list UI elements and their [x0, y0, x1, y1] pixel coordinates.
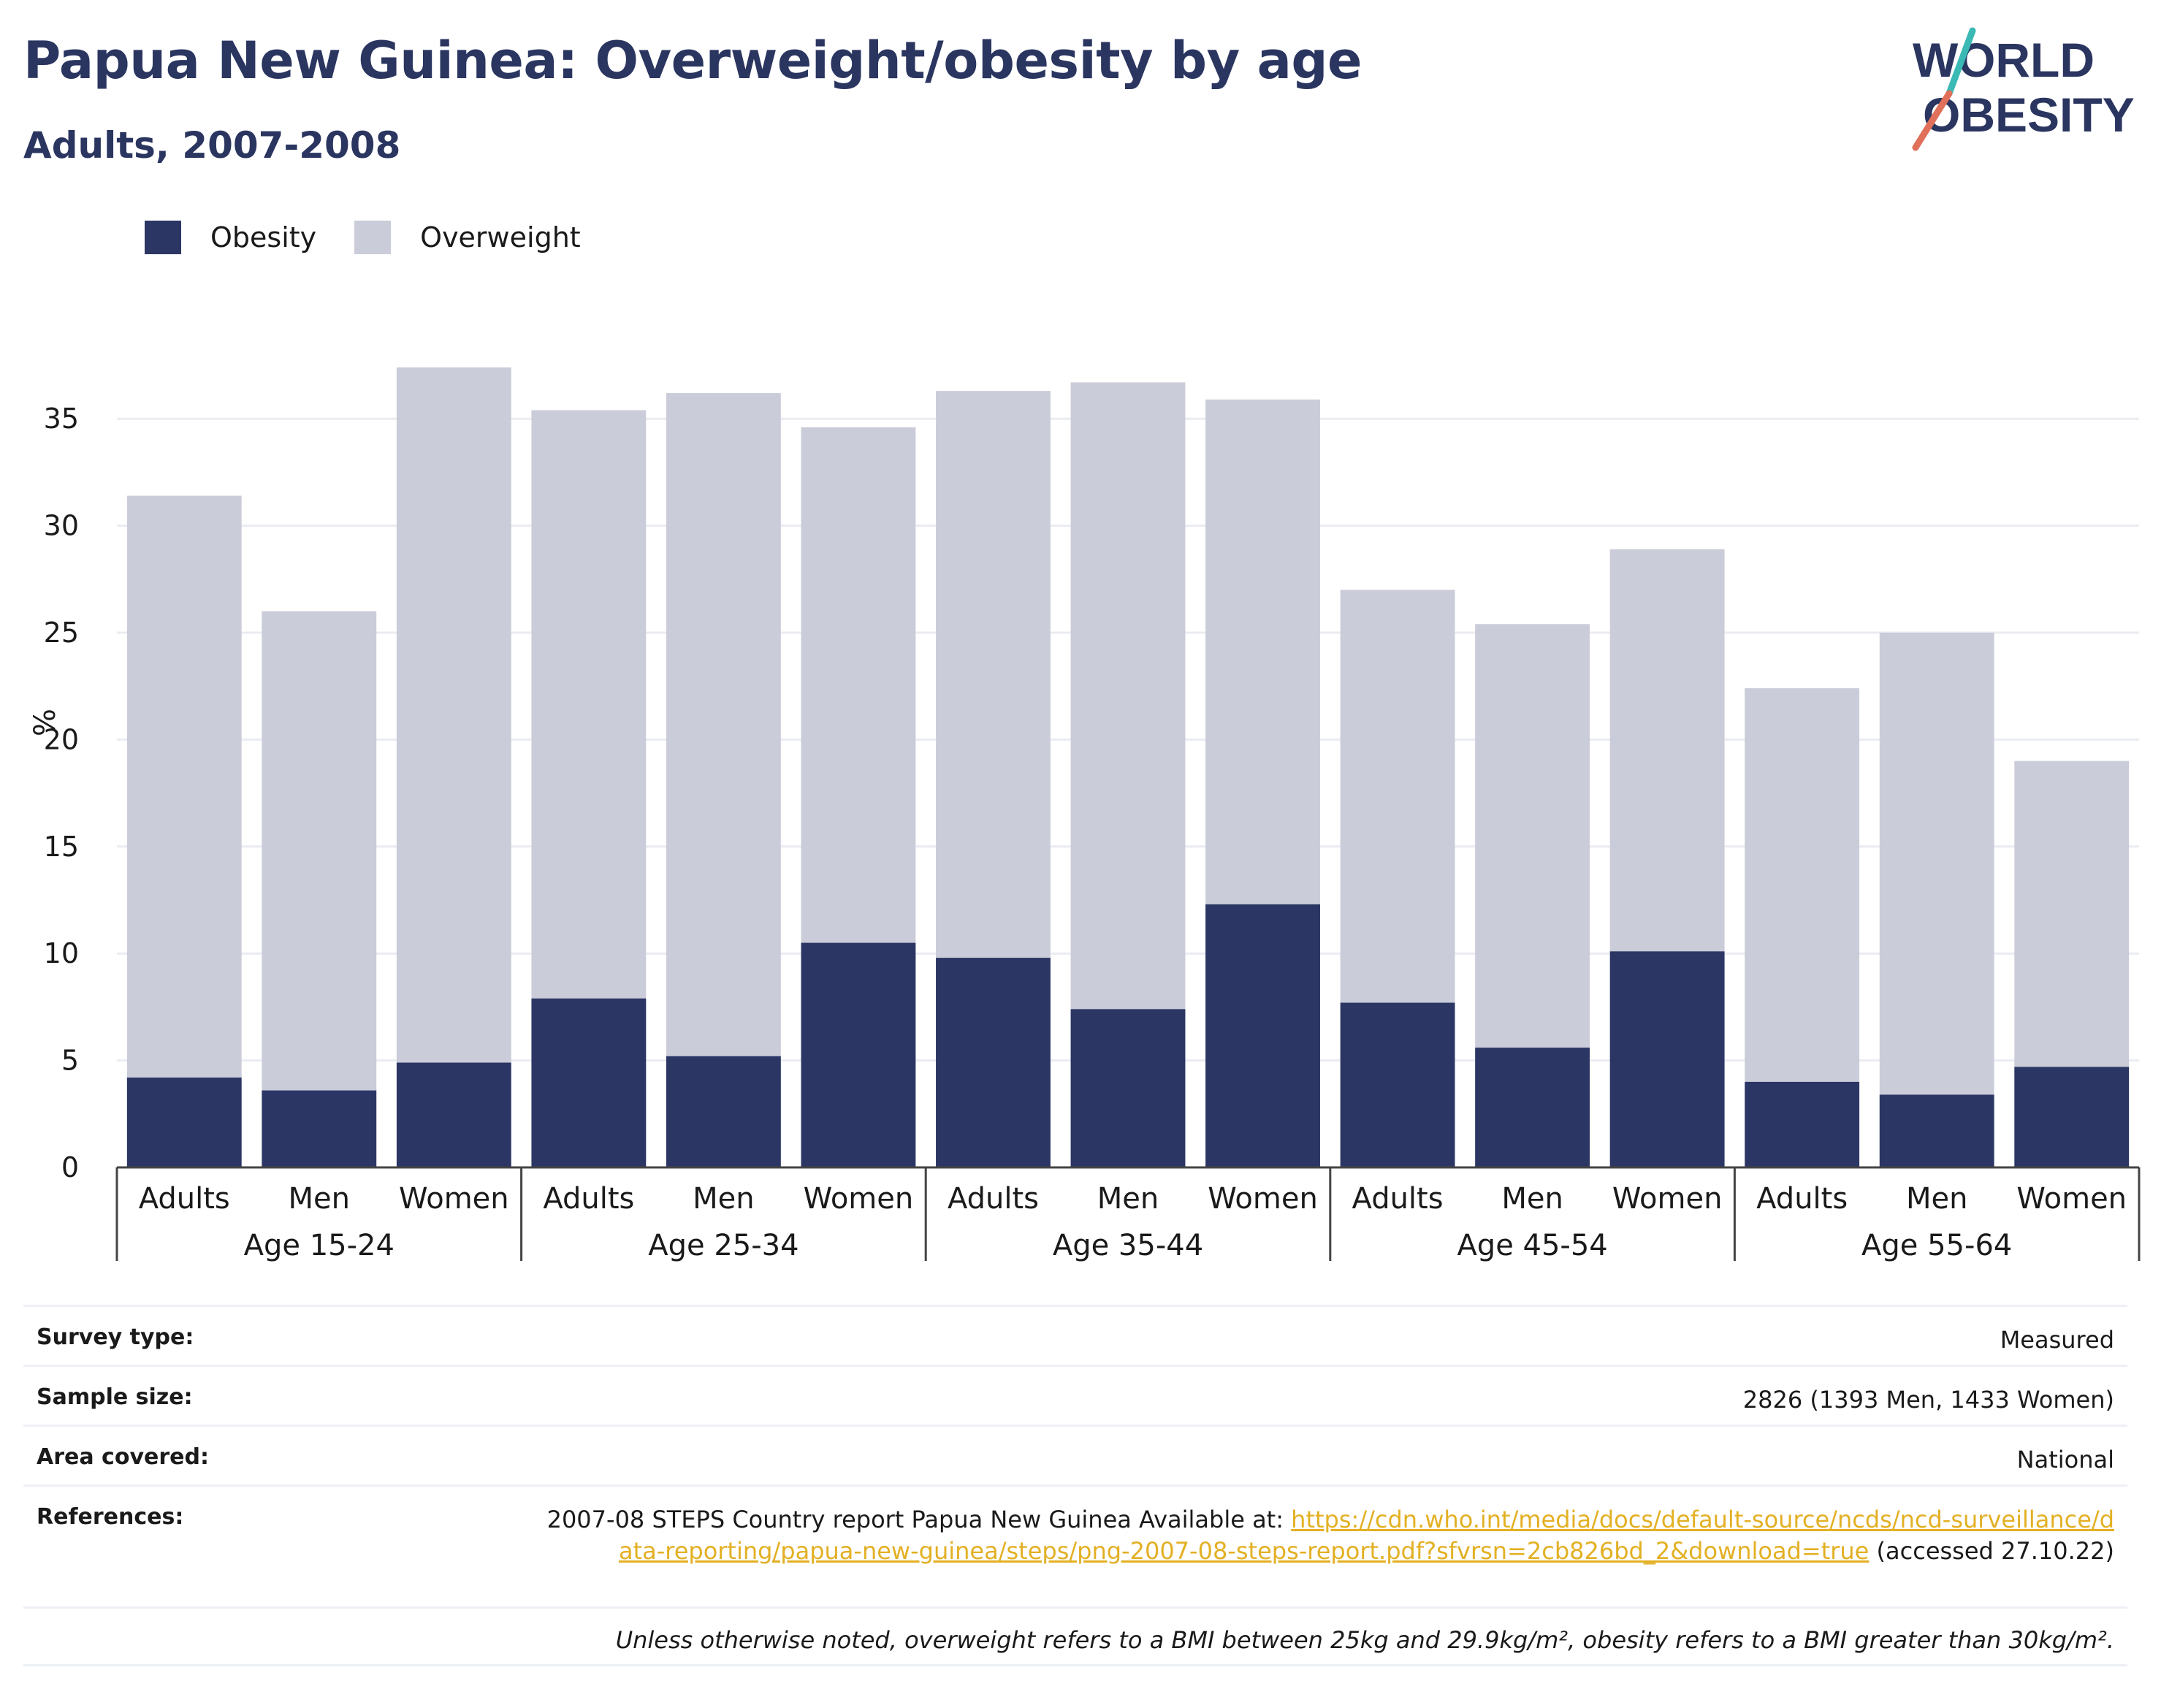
x-tick-label: Women — [804, 1182, 914, 1216]
x-tick-label: Men — [693, 1182, 754, 1216]
bar-overweight — [262, 611, 377, 1091]
references-suffix: (accessed 27.10.22) — [1869, 1537, 2114, 1565]
legend-label-obesity: Obesity — [210, 221, 317, 253]
x-tick-label: Men — [1097, 1182, 1159, 1216]
legend-item-overweight[interactable]: Overweight — [354, 221, 581, 254]
info-row-survey-type: Survey type: Measured — [23, 1305, 2127, 1365]
legend-label-overweight: Overweight — [420, 221, 581, 253]
bar-overweight — [1609, 549, 1725, 952]
x-tick-label: Adults — [948, 1182, 1039, 1216]
bar-overweight — [1745, 688, 1860, 1082]
x-tick-label: Women — [1208, 1182, 1318, 1216]
info-row-note: Unless otherwise noted, overweight refer… — [23, 1606, 2127, 1666]
bar-overweight — [1070, 382, 1186, 1010]
bar-obesity — [396, 1062, 511, 1167]
bar-overweight — [1340, 590, 1455, 1003]
bar-overweight — [2014, 760, 2130, 1067]
bar-obesity — [2014, 1067, 2130, 1167]
bar-overweight — [936, 391, 1051, 958]
bar-overweight — [1475, 624, 1590, 1048]
bar-obesity — [1609, 951, 1725, 1167]
x-tick-label: Women — [399, 1182, 509, 1216]
bar-obesity — [936, 958, 1051, 1167]
bar-obesity — [126, 1078, 242, 1167]
references-link[interactable]: https://cdn.who.int/media/docs/default-s… — [618, 1506, 2114, 1565]
bar-obesity — [801, 942, 916, 1167]
bar-obesity — [1070, 1009, 1186, 1167]
sample-size-label: Sample size: — [37, 1384, 193, 1410]
sample-size-value: 2826 (1393 Men, 1433 Women) — [1742, 1386, 2114, 1414]
references-value: 2007-08 STEPS Country report Papua New G… — [536, 1504, 2114, 1606]
bar-overweight — [1879, 633, 1994, 1095]
x-tick-label: Men — [1501, 1182, 1563, 1216]
world-obesity-logo: W ORLD OBESITY — [1912, 27, 2135, 151]
bar-obesity — [1879, 1094, 1994, 1167]
survey-type-value: Measured — [2000, 1326, 2114, 1354]
group-label: Age 45-54 — [1457, 1229, 1607, 1262]
y-tick-label: 25 — [44, 617, 79, 649]
bar-overweight — [396, 367, 511, 1063]
bar-obesity — [531, 998, 647, 1167]
area-covered-label: Area covered: — [37, 1444, 209, 1470]
y-axis-label: % — [28, 709, 62, 736]
info-row-sample-size: Sample size: 2826 (1393 Men, 1433 Women) — [23, 1365, 2127, 1425]
x-tick-label: Men — [1906, 1182, 1967, 1216]
stacked-bar-chart: 0 5 10 15 20 25 30 35% Adults Men Women Adults Men Wo… — [28, 367, 2141, 1262]
x-tick-label: Adults — [543, 1182, 634, 1216]
info-row-area-covered: Area covered: National — [23, 1425, 2127, 1484]
bar-obesity — [1205, 904, 1320, 1167]
info-row-references: References: 2007-08 STEPS Country report… — [23, 1484, 2127, 1606]
group-label: Age 35-44 — [1053, 1229, 1203, 1262]
svg-text:OBESITY: OBESITY — [1923, 88, 2135, 142]
y-tick-label: 10 — [44, 937, 79, 969]
y-tick-label: 30 — [44, 510, 79, 542]
bar-overweight — [666, 393, 781, 1056]
bar-overweight — [801, 427, 916, 943]
page-title: Papua New Guinea: Overweight/obesity by … — [23, 31, 1362, 91]
y-tick-label: 20 — [44, 723, 79, 755]
bar-obesity — [1475, 1048, 1590, 1167]
references-prefix: 2007-08 STEPS Country report Papua New G… — [546, 1506, 1292, 1533]
survey-type-label: Survey type: — [37, 1324, 194, 1350]
group-label: Age 15-24 — [244, 1229, 395, 1262]
bmi-definition-note: Unless otherwise noted, overweight refer… — [615, 1626, 2114, 1654]
x-tick-label: Women — [1612, 1182, 1723, 1216]
bar-obesity — [262, 1090, 377, 1167]
references-label: References: — [37, 1504, 184, 1530]
page-subtitle: Adults, 2007-2008 — [23, 124, 401, 167]
bar-obesity — [1745, 1081, 1860, 1167]
x-tick-label: Adults — [139, 1182, 230, 1216]
bar-overweight — [126, 495, 242, 1078]
y-tick-label: 0 — [61, 1151, 79, 1183]
y-tick-label: 35 — [44, 403, 79, 435]
legend-swatch-obesity — [145, 221, 181, 254]
x-tick-label: Men — [289, 1182, 350, 1216]
bar-overweight — [531, 410, 647, 999]
x-tick-label: Adults — [1352, 1182, 1444, 1216]
area-covered-value: National — [2016, 1446, 2114, 1473]
survey-info-table: Survey type: Measured Sample size: 2826 … — [23, 1305, 2127, 1666]
x-tick-label: Adults — [1756, 1182, 1848, 1216]
y-tick-label: 5 — [61, 1045, 79, 1077]
group-label: Age 25-34 — [648, 1229, 799, 1262]
y-tick-label: 15 — [44, 831, 79, 863]
legend-swatch-overweight — [354, 221, 392, 254]
group-label: Age 55-64 — [1861, 1229, 2012, 1262]
legend-item-obesity[interactable]: Obesity — [145, 221, 316, 254]
svg-text:ORLD: ORLD — [1958, 33, 2095, 87]
bar-obesity — [1340, 1002, 1455, 1167]
bar-obesity — [666, 1056, 781, 1167]
chart-legend: Obesity Overweight — [145, 218, 619, 257]
x-tick-label: Women — [2016, 1182, 2127, 1216]
bar-overweight — [1205, 399, 1320, 904]
